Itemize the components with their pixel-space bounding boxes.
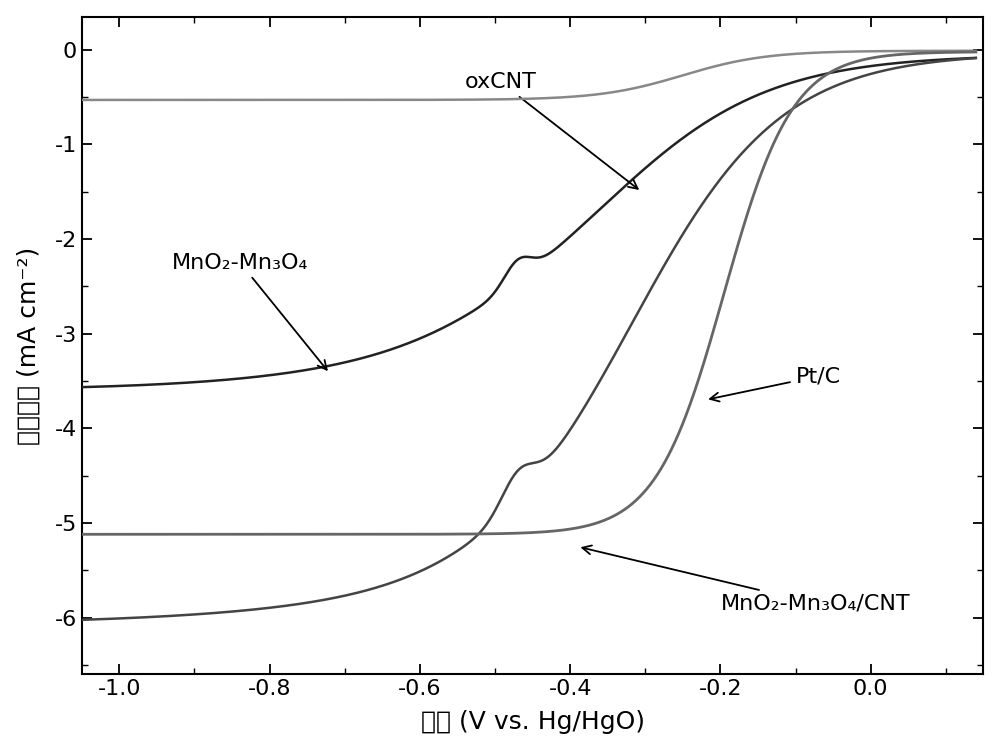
- X-axis label: 电压 (V vs. Hg/HgO): 电压 (V vs. Hg/HgO): [421, 710, 645, 734]
- Text: MnO₂-Mn₃O₄/CNT: MnO₂-Mn₃O₄/CNT: [582, 545, 910, 614]
- Y-axis label: 电流密度 (mA cm⁻²): 电流密度 (mA cm⁻²): [17, 246, 41, 445]
- Text: MnO₂-Mn₃O₄: MnO₂-Mn₃O₄: [172, 252, 327, 369]
- Text: Pt/C: Pt/C: [710, 366, 841, 402]
- Text: oxCNT: oxCNT: [465, 72, 638, 189]
